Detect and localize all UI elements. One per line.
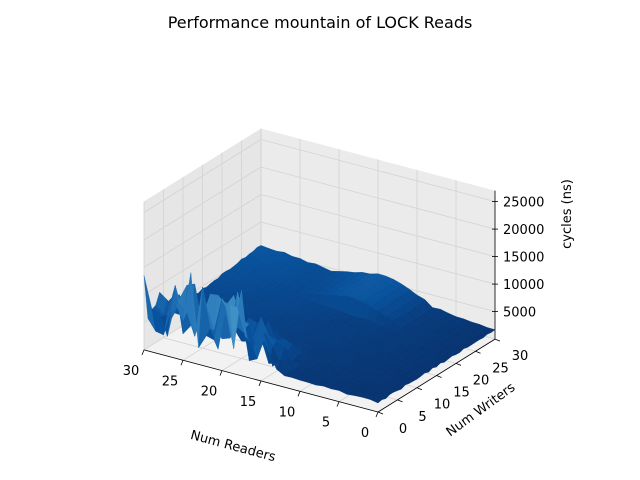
readers-tick-mark [180,360,184,366]
writers-tick-label: 30 [512,349,529,364]
writers-tick-mark [436,375,442,378]
readers-tick-mark [375,411,379,418]
writers-tick-label: 5 [418,410,426,425]
cycles-tick-label: 20000 [503,223,544,238]
readers-tick-mark [297,391,301,397]
cycles-tick-label: 10000 [503,278,544,293]
grid-line-cycles [143,139,496,213]
writers-tick-mark [494,338,501,342]
readers-tick-mark [258,380,262,387]
readers-tick-label: 10 [279,405,296,420]
grid-line-cycles [143,221,496,296]
readers-tick-label: 20 [201,385,218,400]
writers-tick-label: 0 [399,422,407,437]
readers-tick-label: 30 [123,364,140,379]
cycles-tick-label: 25000 [503,196,544,211]
readers-tick-label: 15 [240,395,257,410]
writers-tick-mark [377,411,384,415]
readers-tick-mark [219,370,223,376]
writers-tick-label: 25 [492,361,509,376]
writers-tick-mark [455,363,462,366]
grid-line-cycles [143,194,496,268]
readers-tick-label: 5 [322,416,330,431]
readers-tick-label: 25 [162,374,179,389]
x-axis-label: Num Readers [189,428,278,465]
surface-cell [370,397,383,404]
readers-tick-label: 0 [361,426,369,441]
chart-title: Performance mountain of LOCK Reads [168,13,473,32]
readers-tick-mark [336,401,340,407]
writers-tick-label: 20 [473,373,490,388]
cycles-tick-label: 5000 [503,306,536,321]
writers-tick-mark [416,387,423,391]
z-axis-label: cycles (ns) [560,179,575,249]
writers-tick-label: 10 [434,398,451,413]
writers-tick-label: 15 [453,386,470,401]
writers-tick-mark [397,399,403,403]
writers-tick-mark [475,350,481,354]
readers-tick-mark [141,349,145,356]
cycles-tick-label: 15000 [503,251,544,266]
surface [143,245,496,404]
grid-line-cycles [143,166,496,241]
